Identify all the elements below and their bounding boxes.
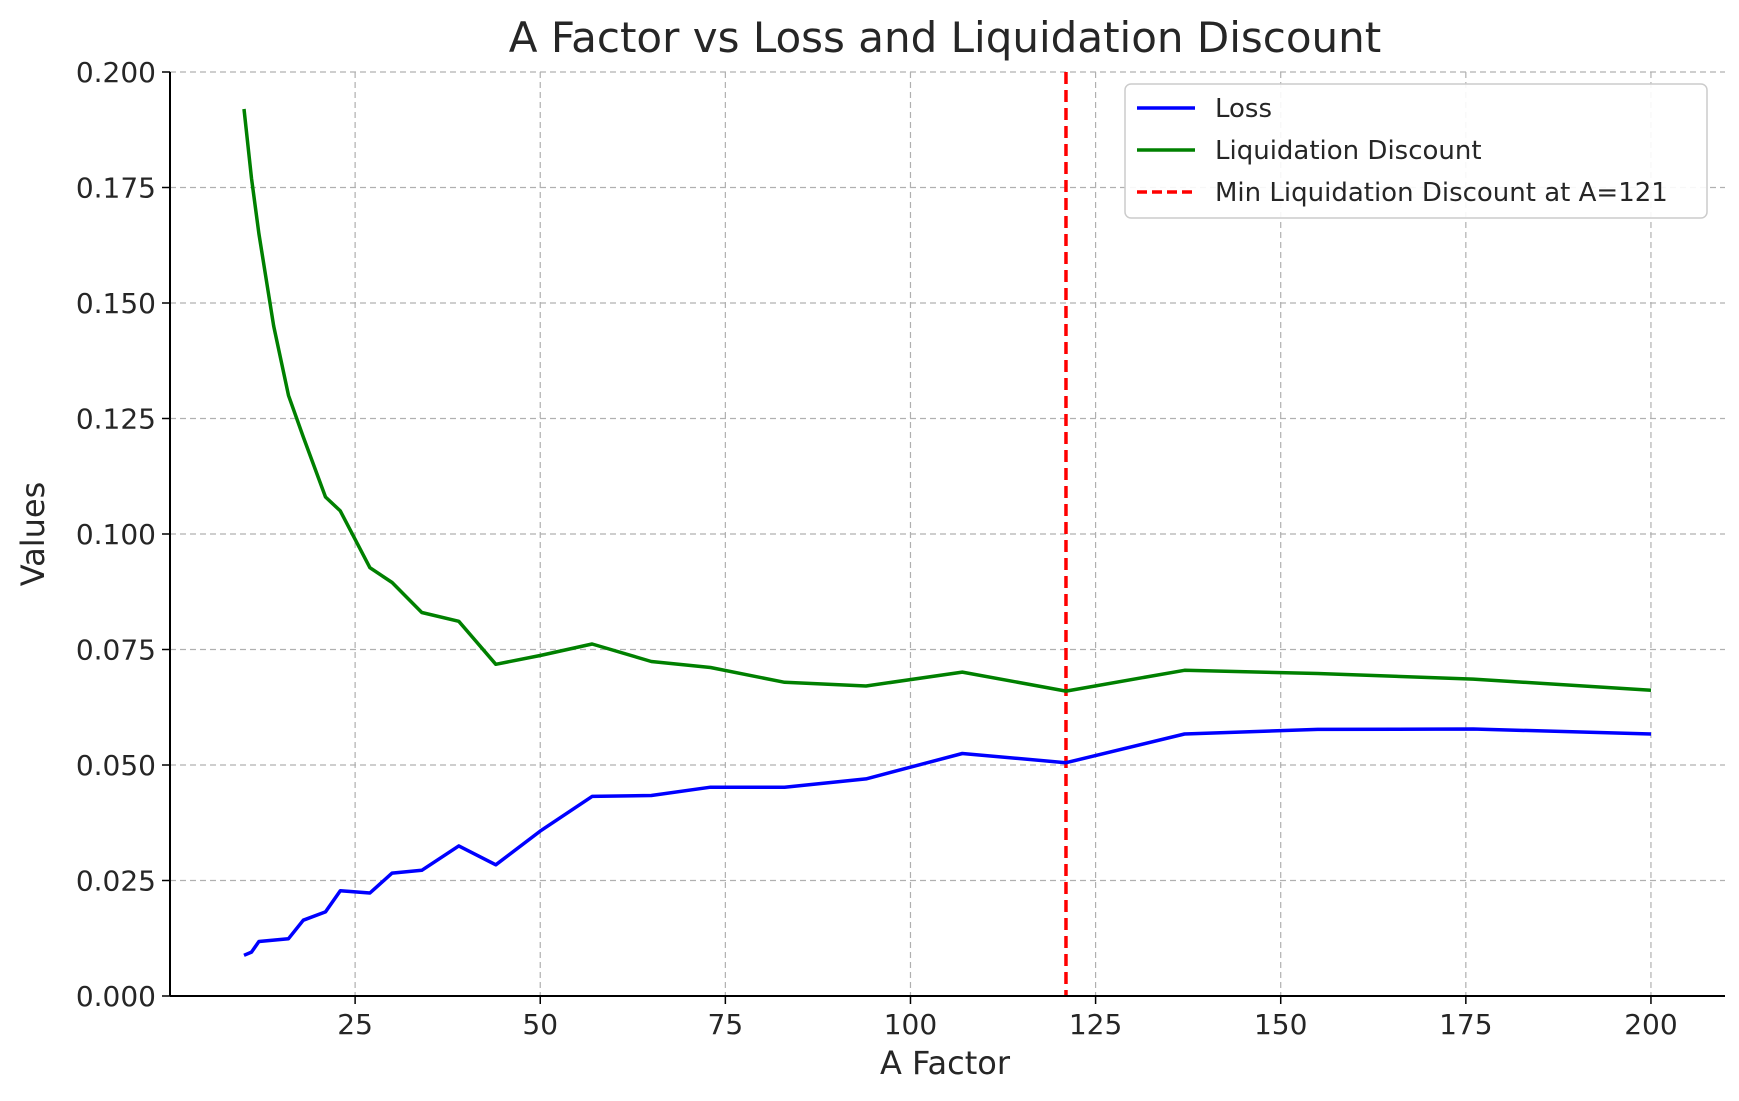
- grid: [170, 71, 1725, 997]
- legend-label: Loss: [1215, 94, 1272, 124]
- x-axis-label: A Factor: [880, 1044, 1011, 1082]
- legend-label: Min Liquidation Discount at A=121: [1215, 178, 1668, 208]
- legend-box: [1124, 83, 1708, 219]
- series-line-loss: [243, 727, 1652, 957]
- y-tick-label: 0.200: [76, 56, 156, 89]
- y-tick-label: 0.000: [76, 980, 156, 1013]
- x-ticks: 25 50 75 100 125 150 175 200: [337, 996, 1678, 1041]
- y-tick-label: 0.100: [76, 518, 156, 551]
- y-tick-label: 0.125: [76, 403, 156, 436]
- legend-items: Loss Liquidation Discount Min Liquidation …: [1137, 94, 1668, 208]
- y-tick-label: 0.150: [76, 287, 156, 320]
- x-tick-label: 25: [337, 1008, 373, 1041]
- x-tick-label: 50: [522, 1008, 558, 1041]
- legend: Loss Liquidation Discount Min Liquidation …: [1124, 83, 1708, 219]
- x-tick-label: 200: [1624, 1008, 1677, 1041]
- y-tick-label: 0.025: [76, 865, 156, 898]
- x-tick-label: 100: [884, 1008, 937, 1041]
- x-tick-label: 150: [1254, 1008, 1307, 1041]
- x-tick-label: 175: [1439, 1008, 1492, 1041]
- x-tick-label: 75: [708, 1008, 744, 1041]
- series-line-liquidation-discount: [242, 108, 1652, 693]
- series-lines: [242, 108, 1652, 957]
- y-tick-label: 0.075: [76, 634, 156, 667]
- x-tick-label: 125: [1069, 1008, 1122, 1041]
- chart-title: A Factor vs Loss and Liquidation Discoun…: [509, 13, 1382, 62]
- y-tick-label: 0.175: [76, 172, 156, 205]
- legend-label: Liquidation Discount: [1215, 136, 1482, 166]
- y-ticks: 0.000 0.025 0.050 0.075 0.100 0.125 0.150 0.175…: [76, 56, 170, 1013]
- y-tick-label: 0.050: [76, 749, 156, 782]
- y-axis-label: Values: [14, 482, 52, 587]
